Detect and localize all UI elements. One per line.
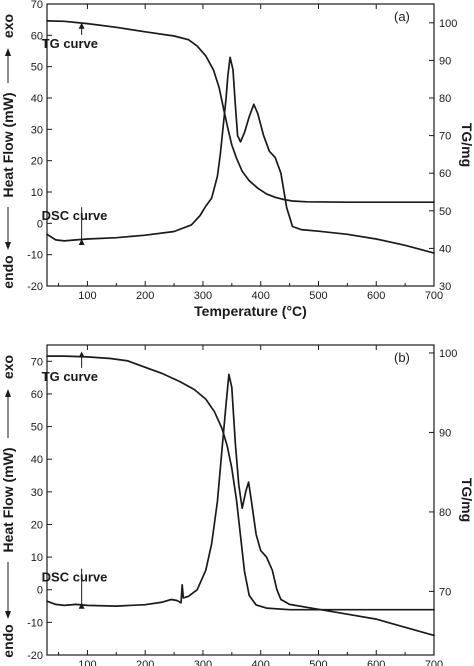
plot-frame [46, 344, 435, 656]
x-tick-label: 500 [309, 290, 327, 302]
y-left-tick-label: 70 [31, 356, 43, 368]
y-right-tick-label: 90 [439, 427, 451, 439]
y-left-tick-label: 20 [31, 519, 43, 531]
arrow-head [78, 351, 85, 358]
y-right-tick-label: 100 [439, 18, 457, 30]
y-left-tick-label: 20 [31, 156, 43, 168]
y-right-tick-label: 80 [439, 93, 451, 105]
y-left-tick-label: 0 [37, 218, 43, 230]
arrow-head [78, 602, 85, 609]
y-right-axis-title: TG/mg [459, 478, 474, 522]
chart-panel-a: 100 200 300 400 500 600 700 -20 -10 0 10 20 30 40 50 60… [0, 0, 474, 319]
x-tick-label: 400 [252, 659, 270, 666]
x-tick-label: 400 [252, 290, 270, 302]
y-right-tick-label: 50 [439, 206, 451, 218]
panel-label: (b) [394, 350, 410, 365]
y-right-tick-label: 70 [439, 131, 451, 143]
annotation-label: DSC curve [42, 570, 108, 585]
y-right-axis-title: TG/mg [459, 123, 474, 167]
dsc-curve [46, 373, 435, 637]
annotation-label: TG curve [42, 36, 98, 51]
y-right-tick-label: 80 [439, 507, 451, 519]
y-left-tick-label: 40 [31, 93, 43, 105]
y-left-tick-label: 0 [37, 585, 43, 597]
x-tick-label: 300 [194, 659, 212, 666]
endo-label: endo [0, 624, 16, 657]
y-right-tick-label: 100 [439, 348, 457, 360]
y-right-tick-label: 60 [439, 168, 451, 180]
endo-label: endo [0, 255, 16, 288]
exo-arrow-head [5, 389, 11, 397]
y-right-tick-label: 70 [439, 586, 451, 598]
x-tick-label: 200 [136, 290, 154, 302]
plot-frame [46, 3, 435, 287]
x-tick-label: 600 [367, 290, 385, 302]
y-left-tick-label: 50 [31, 62, 43, 74]
x-tick-label: 700 [425, 290, 443, 302]
endo-arrow-head [5, 242, 11, 250]
y-left-tick-label: 10 [31, 552, 43, 564]
y-left-tick-label: 50 [31, 422, 43, 434]
y-right-tick-label: 30 [439, 281, 451, 293]
endo-arrow-head [5, 611, 11, 619]
x-tick-label: 300 [194, 290, 212, 302]
exo-arrow-head [5, 48, 11, 56]
y-left-tick-label: 30 [31, 487, 43, 499]
y-left-tick-label: -10 [27, 617, 43, 629]
y-right-tick-label: 40 [439, 243, 451, 255]
annotation-label: DSC curve [42, 208, 108, 223]
y-left-tick-label: -20 [27, 281, 43, 293]
x-tick-label: 500 [309, 659, 327, 666]
x-tick-label: 100 [78, 659, 96, 666]
y-left-tick-label: -10 [27, 250, 43, 262]
x-tick-label: 200 [136, 659, 154, 666]
x-tick-label: 100 [78, 290, 96, 302]
panel-label: (a) [394, 9, 410, 24]
x-tick-label: 600 [367, 659, 385, 666]
y-left-tick-label: -20 [27, 650, 43, 662]
x-axis-title: Temperature (°C) [194, 303, 307, 319]
y-left-tick-label: 60 [31, 30, 43, 42]
arrow-head [78, 22, 85, 29]
y-left-tick-label: 30 [31, 124, 43, 136]
chart-panel-b: 100 200 300 400 500 600 700 -20 -10 0 10 20 30 40 50 60… [0, 344, 474, 666]
y-left-tick-label: 60 [31, 389, 43, 401]
tg-curve [46, 355, 435, 611]
annotation-label: TG curve [42, 369, 98, 384]
y-right-tick-label: 90 [439, 55, 451, 67]
dsc-curve [46, 56, 435, 254]
y-left-tick-label: 10 [31, 187, 43, 199]
tg-curve [46, 20, 435, 204]
y-left-axis-title: Heat Flow (mW) [0, 448, 16, 553]
exo-label: exo [0, 355, 16, 379]
y-left-tick-label: 40 [31, 454, 43, 466]
exo-label: exo [0, 14, 16, 38]
y-left-tick-label: 70 [31, 0, 43, 11]
x-tick-label: 700 [425, 659, 443, 666]
y-left-axis-title: Heat Flow (mW) [0, 93, 16, 198]
arrow-head [78, 239, 85, 245]
